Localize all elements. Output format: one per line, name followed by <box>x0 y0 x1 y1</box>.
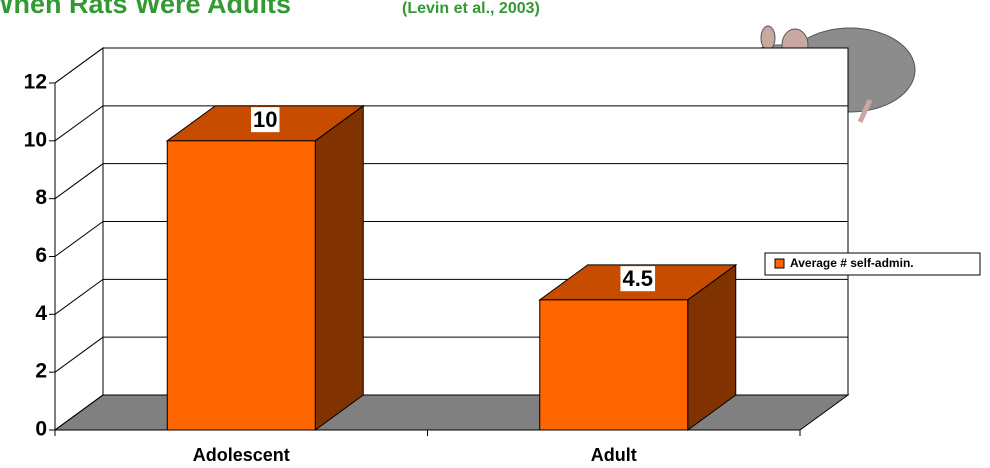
y-tick-label: 12 <box>24 71 47 94</box>
bar <box>166 140 316 431</box>
value-label-box <box>620 266 656 292</box>
bar <box>539 299 689 431</box>
chart-subtitle: (Levin et al., 2003) <box>402 0 540 17</box>
y-tick-label: 4 <box>35 302 47 325</box>
grid-line <box>54 105 848 142</box>
y-tick-label: 8 <box>35 186 47 209</box>
chart-title: When Rats Were Adults <box>0 0 291 19</box>
y-tick-label: 0 <box>35 418 47 441</box>
value-label: 10 <box>253 107 277 132</box>
legend-label: Average # self-admin. <box>790 256 914 270</box>
grid-line <box>54 163 848 200</box>
grid-line <box>54 47 848 84</box>
legend-swatch <box>774 258 785 269</box>
legend: Average # self-admin. <box>764 252 981 276</box>
value-label-box <box>251 107 280 133</box>
x-tick-label: Adolescent <box>193 445 290 465</box>
value-label: 4.5 <box>622 266 653 291</box>
grid-line <box>54 221 848 257</box>
bar-side <box>314 104 364 431</box>
y-tick-label: 6 <box>35 244 47 267</box>
x-tick-label: Adult <box>591 445 637 465</box>
y-tick-label: 2 <box>35 360 47 383</box>
y-tick-label: 10 <box>24 128 47 151</box>
